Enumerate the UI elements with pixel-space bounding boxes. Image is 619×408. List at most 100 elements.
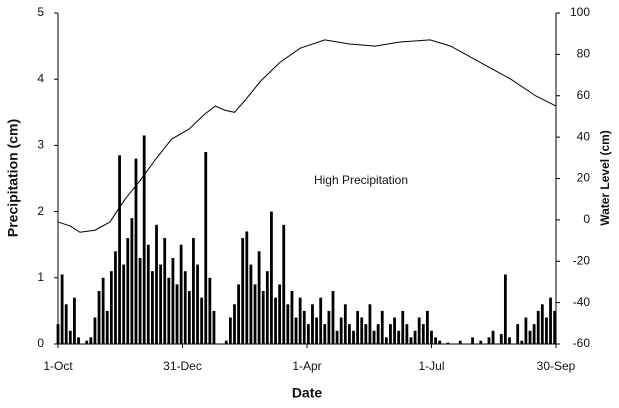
y2-tick-label: 40 — [577, 129, 591, 143]
bar — [458, 340, 462, 344]
bar — [179, 244, 183, 344]
bar — [397, 330, 401, 344]
bar — [64, 304, 68, 344]
y2-tick-label: 60 — [577, 88, 591, 102]
bar — [204, 152, 208, 344]
y2-tick-label: 20 — [577, 171, 591, 185]
bar — [187, 291, 191, 344]
bar — [183, 271, 187, 344]
bar — [196, 264, 199, 344]
bar — [499, 334, 503, 344]
bar — [101, 277, 105, 344]
bar — [376, 324, 380, 344]
water-level-line — [57, 39, 557, 233]
bar — [257, 251, 261, 344]
bar — [549, 297, 552, 344]
bar — [471, 337, 474, 344]
bar — [278, 284, 282, 344]
bar — [290, 291, 294, 344]
bar — [503, 274, 507, 344]
bar — [393, 317, 396, 344]
x-tick-label: 30-Sep — [537, 359, 576, 373]
bar — [134, 158, 138, 344]
bar — [146, 244, 150, 344]
x-tick-label: 31-Dec — [163, 359, 202, 373]
bar — [536, 310, 540, 344]
bar — [122, 264, 126, 344]
bar — [85, 340, 89, 344]
bar — [286, 304, 290, 344]
bar — [306, 324, 310, 344]
bar — [528, 330, 532, 344]
bar — [249, 264, 253, 344]
bar — [524, 317, 528, 344]
annotation: High Precipitation — [314, 173, 408, 187]
bar — [384, 337, 388, 344]
bar — [360, 317, 364, 344]
bar — [151, 271, 154, 344]
bar — [430, 330, 433, 344]
bar — [73, 297, 76, 344]
y2-tick-label: 0 — [583, 212, 590, 226]
bar — [212, 310, 216, 344]
bar — [93, 317, 97, 344]
bar — [130, 218, 134, 344]
y2-tick-label: -60 — [573, 336, 591, 350]
bar — [97, 291, 101, 344]
y-tick-label: 2 — [37, 204, 44, 218]
bar — [171, 257, 175, 344]
bar — [60, 274, 64, 344]
bar — [508, 337, 511, 344]
bar — [298, 297, 302, 344]
y2-tick-label: 80 — [577, 47, 591, 61]
bar — [409, 337, 413, 344]
bar — [163, 238, 167, 344]
x-axis-title: Date — [292, 385, 323, 401]
bar — [126, 238, 130, 344]
bar — [109, 271, 113, 344]
bar — [245, 231, 249, 344]
bar — [339, 317, 343, 344]
bar — [311, 304, 314, 344]
bar — [372, 330, 376, 344]
bar — [89, 337, 93, 344]
bar — [516, 324, 520, 344]
bar — [487, 337, 491, 344]
bar — [261, 291, 265, 344]
bar — [553, 310, 557, 344]
y-tick-label: 1 — [37, 270, 44, 284]
bar — [208, 277, 212, 344]
y-tick-label: 3 — [37, 138, 44, 152]
bar — [274, 297, 277, 344]
bar — [352, 330, 355, 344]
bar — [228, 317, 232, 344]
bar — [540, 304, 544, 344]
bar — [319, 297, 323, 344]
bar — [491, 330, 495, 344]
bar — [241, 238, 245, 344]
bar — [114, 251, 117, 344]
bar — [155, 224, 158, 344]
bar — [532, 324, 536, 344]
bar — [356, 310, 360, 344]
bar — [265, 271, 269, 344]
y2-tick-label: 100 — [570, 5, 590, 19]
bar — [282, 224, 286, 344]
bar — [401, 310, 405, 344]
bar — [389, 324, 392, 344]
bar — [224, 340, 228, 344]
y-tick-label: 4 — [37, 71, 44, 85]
bar — [520, 340, 524, 344]
bar — [142, 135, 146, 344]
bar — [294, 317, 298, 344]
bar — [233, 304, 236, 344]
bar — [446, 342, 450, 344]
x-tick-label: 1-Apr — [292, 359, 321, 373]
bar — [118, 155, 121, 344]
bar — [253, 284, 257, 344]
bar — [200, 297, 204, 344]
bar — [68, 330, 72, 344]
x-tick-label: 1-Oct — [43, 359, 73, 373]
bar — [343, 304, 347, 344]
